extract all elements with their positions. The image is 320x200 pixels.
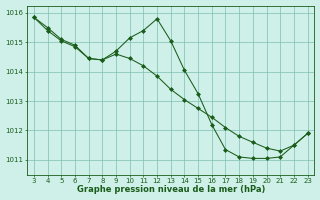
X-axis label: Graphe pression niveau de la mer (hPa): Graphe pression niveau de la mer (hPa) [76,185,265,194]
